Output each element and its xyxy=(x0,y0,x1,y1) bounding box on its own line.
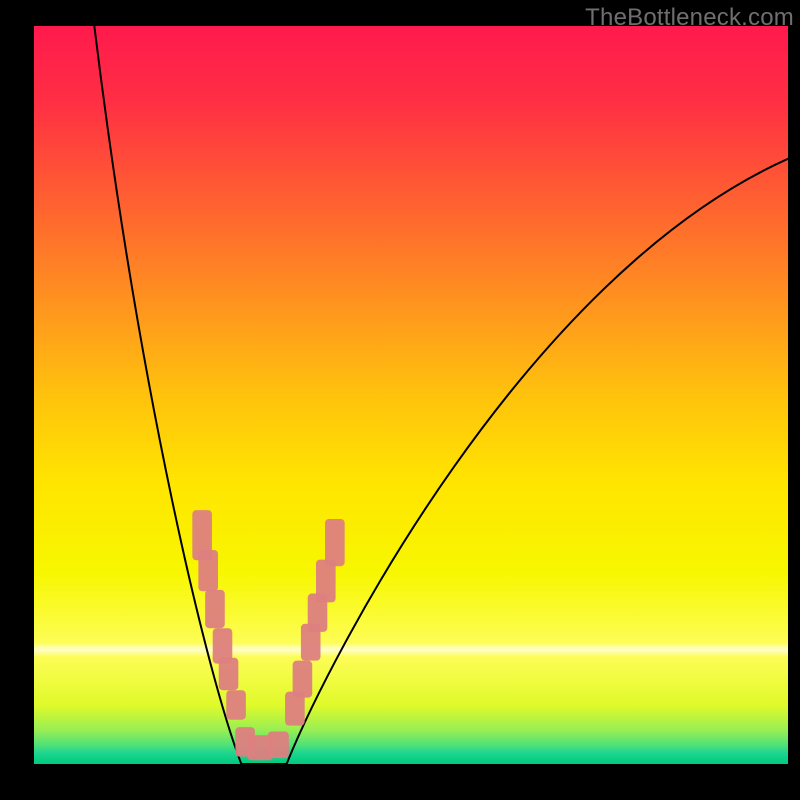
curve-marker xyxy=(293,661,313,698)
curve-marker xyxy=(219,658,239,690)
curve-marker xyxy=(268,732,289,759)
plot-svg xyxy=(34,26,788,764)
curve-marker xyxy=(226,690,246,720)
curve-marker xyxy=(325,519,345,566)
curve-marker xyxy=(198,550,218,591)
chart-container: TheBottleneck.com xyxy=(0,0,800,800)
gradient-background xyxy=(34,26,788,764)
curve-marker xyxy=(205,590,225,628)
plot-area xyxy=(34,26,788,764)
